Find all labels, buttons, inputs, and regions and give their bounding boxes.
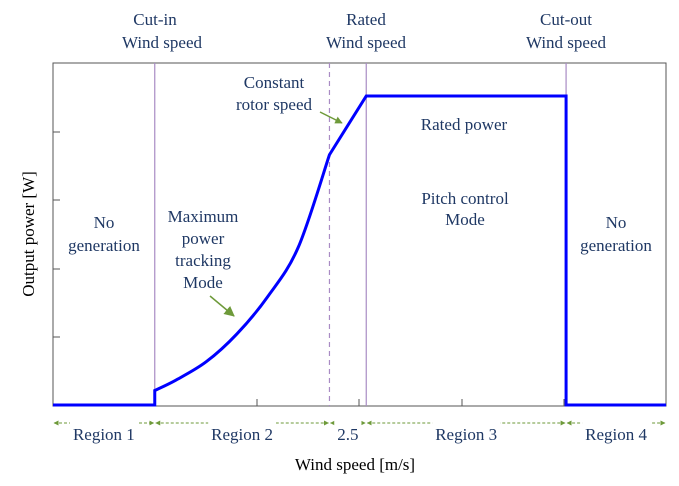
rated-power-text: Rated power	[421, 115, 508, 134]
region-label-backdrop	[432, 419, 501, 427]
constant-text-line2: rotor speed	[236, 95, 313, 114]
plot-frame	[52, 62, 667, 407]
y-axis-title: Output power [W]	[19, 171, 38, 297]
region2-arrow	[209, 295, 235, 317]
region-label: Region 4	[585, 425, 647, 444]
y-ticks	[53, 131, 60, 338]
region2-text-line2: power	[182, 229, 225, 248]
region2-text-line3: tracking	[175, 251, 231, 270]
region-spans: Region 1 Region 2 2.5 Region 3 Region 4	[53, 419, 666, 444]
pitch-text-line1: Pitch control	[421, 189, 509, 208]
pitch-text-line2: Mode	[445, 210, 485, 229]
constant-arrow	[319, 111, 343, 124]
region2-text-line1: Maximum	[168, 207, 239, 226]
region-label: 2.5	[337, 425, 358, 444]
region-label-backdrop	[582, 419, 651, 427]
region4-text-line1: No	[606, 213, 627, 232]
region-label-backdrop	[334, 419, 362, 427]
region4-text-line2: generation	[580, 236, 652, 255]
region-label-backdrop	[208, 419, 277, 427]
region1-text-line1: No	[94, 213, 115, 232]
region-label-backdrop	[69, 419, 138, 427]
region1-text-line2: generation	[68, 236, 140, 255]
cut-out-label-line1: Cut-out	[540, 10, 592, 29]
region-label: Region 3	[435, 425, 497, 444]
region-label: Region 2	[211, 425, 273, 444]
region2-text-line4: Mode	[183, 273, 223, 292]
cut-in-label-line1: Cut-in	[133, 10, 177, 29]
region-label: Region 1	[73, 425, 135, 444]
rated-label-line1: Rated	[346, 10, 386, 29]
x-axis-title: Wind speed [m/s]	[295, 455, 415, 474]
x-ticks	[154, 399, 565, 406]
series-line	[53, 94, 666, 407]
constant-text-line1: Constant	[244, 73, 305, 92]
cut-out-label-line2: Wind speed	[526, 33, 607, 52]
rated-label-line2: Wind speed	[326, 33, 407, 52]
cut-in-label-line2: Wind speed	[122, 33, 203, 52]
